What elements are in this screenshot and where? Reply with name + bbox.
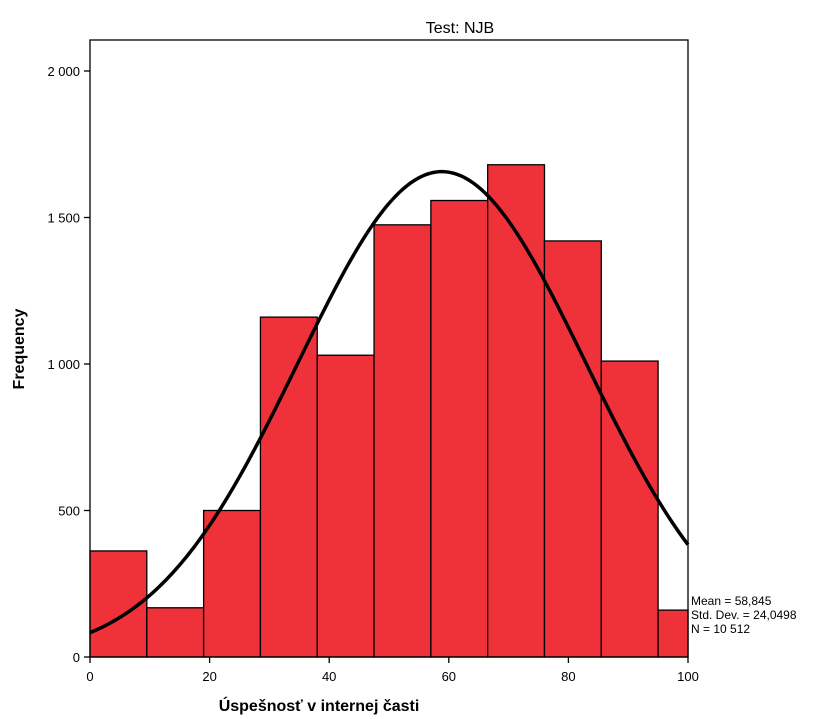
y-tick-label: 0 bbox=[73, 650, 80, 665]
histogram-bar bbox=[487, 164, 546, 658]
histogram-bar bbox=[373, 224, 432, 658]
y-tick-label: 1 000 bbox=[47, 357, 80, 372]
histogram-bar bbox=[657, 609, 689, 658]
histogram-bar bbox=[543, 240, 602, 658]
y-tick-label: 500 bbox=[58, 504, 80, 519]
x-tick-label: 60 bbox=[442, 669, 456, 684]
y-axis-ticks: 0 500 1 000 1 500 2 000 bbox=[47, 64, 90, 665]
x-tick-label: 0 bbox=[86, 669, 93, 684]
chart-title: Test: NJB bbox=[426, 20, 494, 37]
histogram-bar bbox=[316, 354, 375, 658]
x-tick-label: 100 bbox=[677, 669, 699, 684]
stats-line: Mean = 58,845 bbox=[691, 594, 772, 608]
x-tick-label: 40 bbox=[322, 669, 336, 684]
histogram-bars bbox=[89, 164, 689, 658]
x-axis-label: Úspešnosť v internej časti bbox=[219, 696, 420, 715]
normal-curve bbox=[89, 169, 690, 635]
x-tick-label: 80 bbox=[561, 669, 575, 684]
histogram-bar bbox=[146, 607, 205, 658]
y-axis-label: Frequency bbox=[11, 308, 28, 389]
histogram-bar bbox=[430, 199, 489, 658]
histogram-bar bbox=[202, 509, 262, 658]
histogram-bar bbox=[259, 316, 318, 658]
x-axis-ticks: 0 20 40 60 80 100 bbox=[86, 657, 699, 684]
x-tick-label: 20 bbox=[202, 669, 216, 684]
stats-line: Std. Dev. = 24,0498 bbox=[691, 608, 797, 622]
histogram-bar bbox=[600, 360, 659, 658]
plot-frame bbox=[89, 39, 689, 658]
y-tick-label: 1 500 bbox=[47, 211, 80, 226]
y-tick-label: 2 000 bbox=[47, 64, 80, 79]
stats-line: N = 10 512 bbox=[691, 622, 750, 636]
